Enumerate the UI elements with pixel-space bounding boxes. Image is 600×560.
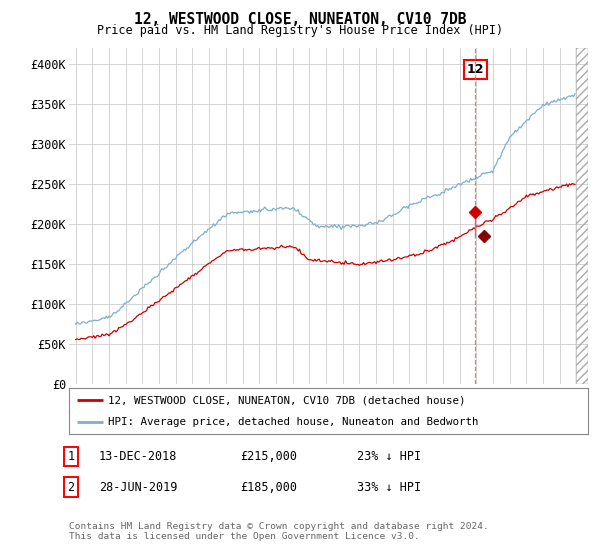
Text: 1: 1 <box>67 450 74 463</box>
Text: 12, WESTWOOD CLOSE, NUNEATON, CV10 7DB: 12, WESTWOOD CLOSE, NUNEATON, CV10 7DB <box>134 12 466 27</box>
Text: Contains HM Land Registry data © Crown copyright and database right 2024.
This d: Contains HM Land Registry data © Crown c… <box>69 522 489 542</box>
Text: Price paid vs. HM Land Registry's House Price Index (HPI): Price paid vs. HM Land Registry's House … <box>97 24 503 36</box>
Text: 12: 12 <box>467 63 484 76</box>
Text: 23% ↓ HPI: 23% ↓ HPI <box>357 450 421 463</box>
Text: HPI: Average price, detached house, Nuneaton and Bedworth: HPI: Average price, detached house, Nune… <box>108 417 478 427</box>
Text: 12, WESTWOOD CLOSE, NUNEATON, CV10 7DB (detached house): 12, WESTWOOD CLOSE, NUNEATON, CV10 7DB (… <box>108 395 466 405</box>
Text: £185,000: £185,000 <box>240 480 297 494</box>
Text: £215,000: £215,000 <box>240 450 297 463</box>
Text: 33% ↓ HPI: 33% ↓ HPI <box>357 480 421 494</box>
Text: 2: 2 <box>67 480 74 494</box>
Text: 13-DEC-2018: 13-DEC-2018 <box>99 450 178 463</box>
Text: 28-JUN-2019: 28-JUN-2019 <box>99 480 178 494</box>
